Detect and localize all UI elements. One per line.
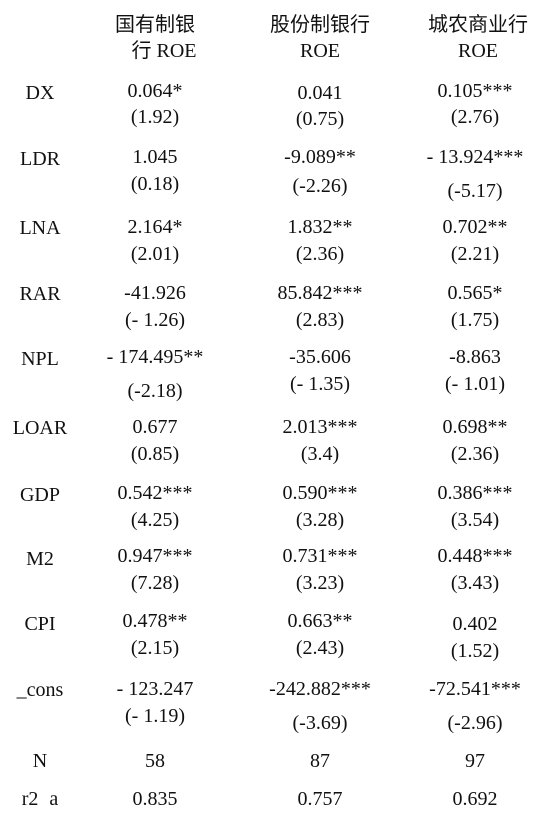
row-label-cons: _cons bbox=[16, 679, 64, 701]
coef-cell: 85.842*** bbox=[277, 282, 363, 304]
row-label-gdp: GDP bbox=[19, 484, 60, 506]
coef-cell: 0.448*** bbox=[437, 545, 513, 567]
header-line: 行 ROE bbox=[131, 40, 197, 62]
tstat-cell: (2.15) bbox=[130, 637, 180, 659]
tstat-cell: (3.54) bbox=[450, 509, 500, 531]
observations-cell: 87 bbox=[310, 750, 330, 772]
r2-cell: 0.757 bbox=[297, 788, 343, 810]
coef-cell: 2.164* bbox=[127, 216, 183, 238]
coef-cell: - 123.247 bbox=[116, 678, 194, 700]
coef-cell: 0.702** bbox=[442, 216, 508, 238]
tstat-cell: (- 1.26) bbox=[125, 309, 185, 331]
row-label-rar: RAR bbox=[19, 283, 61, 305]
row-label-r2a: r2 a bbox=[21, 788, 59, 810]
tstat-cell: (-2.26) bbox=[292, 175, 348, 197]
coef-cell: 0.677 bbox=[132, 416, 178, 438]
coef-cell: 0.402 bbox=[452, 613, 498, 635]
coef-cell: - 174.495** bbox=[106, 346, 204, 368]
tstat-cell: (3.43) bbox=[450, 572, 500, 594]
header-line: ROE bbox=[300, 40, 340, 62]
tstat-cell: (3.23) bbox=[295, 572, 345, 594]
tstat-cell: (- 1.35) bbox=[290, 373, 350, 395]
coef-cell: - 13.924*** bbox=[426, 146, 524, 168]
coef-cell: 1.045 bbox=[132, 146, 178, 168]
coef-cell: 0.731*** bbox=[282, 545, 358, 567]
tstat-cell: (- 1.01) bbox=[445, 373, 505, 395]
coef-cell: 0.565* bbox=[447, 282, 503, 304]
tstat-cell: (2.36) bbox=[295, 243, 345, 265]
tstat-cell: (1.75) bbox=[450, 309, 500, 331]
row-label-m2: M2 bbox=[26, 548, 54, 570]
observations-cell: 97 bbox=[465, 750, 485, 772]
coef-cell: 0.698** bbox=[442, 416, 508, 438]
tstat-cell: (0.75) bbox=[295, 108, 345, 130]
coef-cell: 0.663** bbox=[287, 610, 353, 632]
tstat-cell: (2.01) bbox=[130, 243, 180, 265]
row-label-ldr: LDR bbox=[20, 148, 60, 170]
row-label-n: N bbox=[32, 750, 48, 772]
header-line: 城农商业行 bbox=[428, 14, 528, 36]
coef-cell: -8.863 bbox=[449, 346, 501, 368]
header-line: ROE bbox=[458, 40, 498, 62]
tstat-cell: (2.21) bbox=[450, 243, 500, 265]
coef-cell: -35.606 bbox=[289, 346, 351, 368]
tstat-cell: (-5.17) bbox=[447, 180, 503, 202]
row-label-dx: DX bbox=[25, 82, 55, 104]
tstat-cell: (7.28) bbox=[130, 572, 180, 594]
header-city-rural-banks: 城农商业行 ROE bbox=[408, 12, 541, 64]
tstat-cell: (- 1.19) bbox=[125, 705, 185, 727]
row-label-cpi: CPI bbox=[24, 613, 56, 635]
coef-cell: -9.089** bbox=[284, 146, 356, 168]
coef-cell: 1.832** bbox=[287, 216, 353, 238]
tstat-cell: (0.18) bbox=[130, 173, 180, 195]
coef-cell: 2.013*** bbox=[282, 416, 358, 438]
tstat-cell: (-2.96) bbox=[447, 712, 503, 734]
coef-cell: 0.590*** bbox=[282, 482, 358, 504]
coef-cell: 0.064* bbox=[127, 80, 183, 102]
coef-cell: 0.105*** bbox=[437, 80, 513, 102]
tstat-cell: (2.76) bbox=[450, 106, 500, 128]
tstat-cell: (0.85) bbox=[130, 443, 180, 465]
tstat-cell: (-2.18) bbox=[127, 380, 183, 402]
header-line: 股份制银行 bbox=[270, 14, 370, 36]
tstat-cell: (2.83) bbox=[295, 309, 345, 331]
header-line: 国有制银 bbox=[115, 14, 195, 36]
tstat-cell: (2.43) bbox=[295, 637, 345, 659]
coef-cell: -72.541*** bbox=[429, 678, 521, 700]
coef-cell: 0.386*** bbox=[437, 482, 513, 504]
row-label-npl: NPL bbox=[21, 348, 59, 370]
coef-cell: 0.478** bbox=[122, 610, 188, 632]
tstat-cell: (3.4) bbox=[300, 443, 340, 465]
coef-cell: 0.947*** bbox=[117, 545, 193, 567]
coef-cell: -242.882*** bbox=[269, 678, 371, 700]
row-label-lna: LNA bbox=[19, 217, 61, 239]
header-joint-stock-banks: 股份制银行 ROE bbox=[245, 12, 395, 64]
coef-cell: -41.926 bbox=[124, 282, 186, 304]
coef-cell: 0.542*** bbox=[117, 482, 193, 504]
observations-cell: 58 bbox=[145, 750, 165, 772]
coef-cell: 0.041 bbox=[297, 82, 343, 104]
r2-cell: 0.835 bbox=[132, 788, 178, 810]
tstat-cell: (3.28) bbox=[295, 509, 345, 531]
tstat-cell: (-3.69) bbox=[292, 712, 348, 734]
tstat-cell: (1.52) bbox=[450, 640, 500, 662]
header-state-owned-banks: 国有制银 行 ROE bbox=[85, 12, 225, 64]
tstat-cell: (1.92) bbox=[130, 106, 180, 128]
tstat-cell: (2.36) bbox=[450, 443, 500, 465]
r2-cell: 0.692 bbox=[452, 788, 498, 810]
tstat-cell: (4.25) bbox=[130, 509, 180, 531]
row-label-loar: LOAR bbox=[12, 417, 68, 439]
